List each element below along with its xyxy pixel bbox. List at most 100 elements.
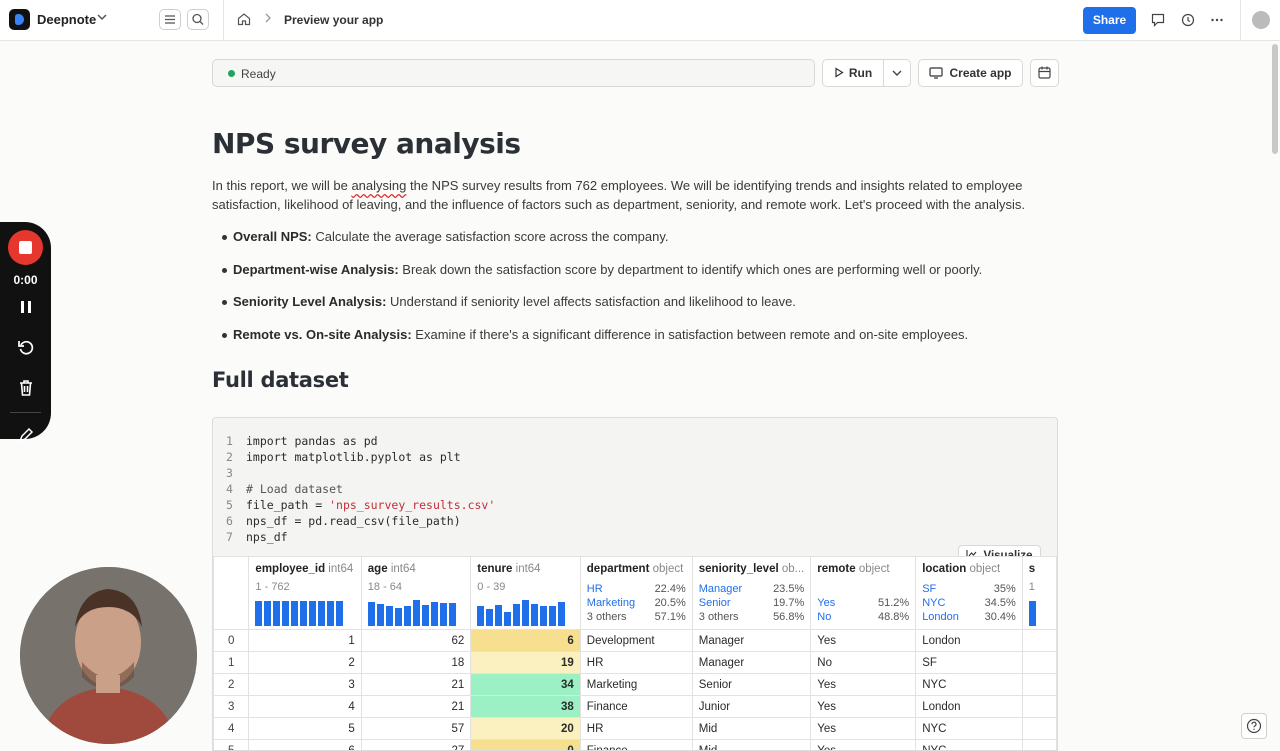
chevron-down-icon[interactable] xyxy=(96,11,108,26)
column-header[interactable]: age int64 18 - 64 xyxy=(360,556,472,630)
cell-s xyxy=(1021,651,1057,674)
category-label: 3 others xyxy=(698,611,739,623)
help-icon xyxy=(1246,718,1262,734)
trash-icon[interactable] xyxy=(16,378,36,398)
column-range: 1 xyxy=(1028,581,1035,593)
column-range: 1 - 762 xyxy=(255,581,290,593)
more-icon[interactable] xyxy=(1208,11,1226,29)
column-header[interactable]: seniority_level ob... Manager 23.5% Senio… xyxy=(691,556,812,630)
row-index: 1 xyxy=(213,651,250,674)
column-header[interactable]: s 1 xyxy=(1021,556,1057,630)
cell-seniority: Mid xyxy=(691,739,812,750)
scrollbar[interactable] xyxy=(1272,44,1278,154)
column-name: seniority_level xyxy=(698,563,779,575)
column-dtype: int64 xyxy=(328,563,354,575)
cell-seniority: Senior xyxy=(691,673,812,696)
top-bar: Deepnote Preview your app Share xyxy=(0,0,1280,41)
cell-location: London xyxy=(915,695,1023,718)
cell-tenure: 20 xyxy=(470,717,581,740)
cell-seniority: Mid xyxy=(691,717,812,740)
line-number: 6 xyxy=(226,514,233,528)
category-pct: 22.4% xyxy=(654,583,686,595)
column-header[interactable]: remote object Yes 51.2% No 48.8% xyxy=(810,556,917,630)
cell-department: Finance xyxy=(579,739,693,750)
cell-tenure: 34 xyxy=(470,673,581,696)
search-icon[interactable] xyxy=(187,9,209,30)
share-button[interactable]: Share xyxy=(1083,7,1136,34)
history-icon[interactable] xyxy=(1179,11,1197,29)
row-index: 3 xyxy=(213,695,250,718)
code-line: nps_df = pd.read_csv(file_path) xyxy=(246,514,461,528)
column-dtype: ob... xyxy=(781,563,805,575)
restart-icon[interactable] xyxy=(16,337,36,357)
home-icon[interactable] xyxy=(236,11,252,32)
cell-remote: Yes xyxy=(810,629,917,652)
chevron-down-icon xyxy=(892,70,902,76)
histogram xyxy=(367,599,465,626)
row-index: 5 xyxy=(213,739,250,750)
table-row[interactable]: 4 5 57 20 HR Mid Yes NYC xyxy=(213,717,1057,740)
create-app-label: Create app xyxy=(949,66,1012,80)
row-index: 4 xyxy=(213,717,250,740)
table-row[interactable]: 1 2 18 19 HR Manager No SF xyxy=(213,651,1057,674)
histogram xyxy=(255,599,354,626)
pen-icon[interactable] xyxy=(16,425,36,445)
pause-icon[interactable] xyxy=(16,297,36,317)
cell-seniority: Junior xyxy=(691,695,812,718)
column-header[interactable]: employee_id int64 1 - 762 xyxy=(248,556,362,630)
schedule-button[interactable] xyxy=(1030,59,1059,87)
cell-employee-id: 3 xyxy=(248,673,362,696)
table-row[interactable]: 5 6 27 0 Finance Mid Yes NYC xyxy=(213,739,1057,750)
cell-s xyxy=(1021,717,1057,740)
cell-location: London xyxy=(915,629,1023,652)
table-header-row: employee_id int64 1 - 762 age int64 18 -… xyxy=(213,556,1057,630)
column-dtype: int64 xyxy=(515,563,541,575)
menu-icon[interactable] xyxy=(159,9,181,30)
section-title: Full dataset xyxy=(212,368,349,392)
presenter-image xyxy=(20,567,197,744)
column-header[interactable]: department object HR 22.4% Marketing 20.5%… xyxy=(579,556,693,630)
run-label: Run xyxy=(848,66,873,80)
workspace-name[interactable]: Deepnote xyxy=(37,12,97,27)
status-text: Ready xyxy=(241,67,276,81)
cell-employee-id: 6 xyxy=(248,739,362,750)
help-button[interactable] xyxy=(1241,713,1267,739)
code-cell[interactable]: 1 import pandas as pd 2 import matplotlib.… xyxy=(212,417,1058,751)
category-pct: 34.5% xyxy=(984,597,1016,609)
play-icon xyxy=(835,67,844,78)
column-header[interactable]: location object SF 35% NYC 34.5% London 30.… xyxy=(915,556,1023,630)
table-row[interactable]: 3 4 21 38 Finance Junior Yes London xyxy=(213,695,1057,718)
misspelled-word: analysing xyxy=(351,178,407,193)
recording-timer: 0:00 xyxy=(13,273,38,287)
category-label: Manager xyxy=(698,583,743,595)
column-dtype: object xyxy=(969,563,1001,575)
run-button[interactable]: Run xyxy=(822,59,884,87)
code-line: file_path = xyxy=(246,498,330,512)
table-row[interactable]: 0 1 62 6 Development Manager Yes London xyxy=(213,629,1057,652)
comment-icon[interactable] xyxy=(1149,11,1167,29)
column-header[interactable]: tenure int64 0 - 39 xyxy=(470,556,581,630)
column-dtype: int64 xyxy=(390,563,416,575)
category-pct: 56.8% xyxy=(773,611,805,623)
cell-age: 57 xyxy=(360,717,472,740)
deepnote-logo[interactable] xyxy=(9,9,30,30)
run-options-dropdown[interactable] xyxy=(883,59,911,87)
webcam-video xyxy=(20,567,197,744)
bullet-text: Understand if seniority level affects sa… xyxy=(386,294,796,309)
table-row[interactable]: 2 3 21 34 Marketing Senior Yes NYC xyxy=(213,673,1057,696)
code-editor[interactable]: 1 import pandas as pd 2 import matplotlib.… xyxy=(226,433,495,545)
column-name: age xyxy=(367,563,388,575)
histogram xyxy=(1028,599,1050,626)
page-title[interactable]: Preview your app xyxy=(284,13,384,27)
cell-age: 21 xyxy=(360,695,472,718)
column-name: location xyxy=(922,563,967,575)
monitor-icon xyxy=(929,67,944,79)
column-range: 0 - 39 xyxy=(477,581,506,593)
cell-department: Development xyxy=(579,629,693,652)
cell-employee-id: 5 xyxy=(248,717,362,740)
user-avatar[interactable] xyxy=(1252,11,1270,29)
column-range: 18 - 64 xyxy=(367,581,403,593)
category-label: Marketing xyxy=(586,597,636,609)
create-app-button[interactable]: Create app xyxy=(918,59,1023,87)
stop-recording-button[interactable] xyxy=(8,230,43,265)
